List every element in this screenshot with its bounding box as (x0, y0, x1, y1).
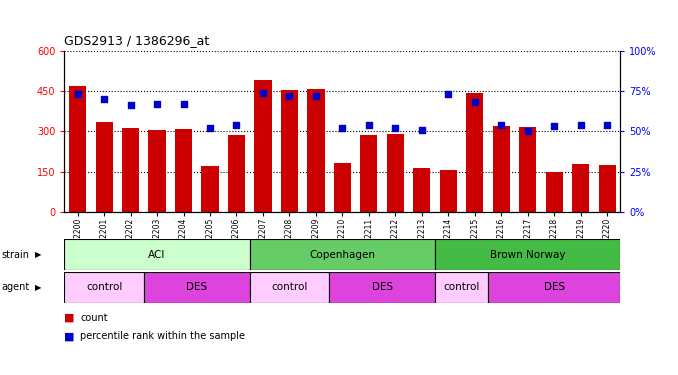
Text: ■: ■ (64, 332, 75, 341)
Point (152, 101, 163, 107)
Point (416, 127, 427, 133)
Bar (96, 122, 113, 212)
Text: Brown Norway: Brown Norway (490, 250, 565, 259)
Bar (488, 272, 620, 303)
Text: strain: strain (1, 250, 29, 259)
Point (99, 96, 110, 102)
Bar (228, 135, 245, 212)
Text: ACI: ACI (148, 250, 165, 259)
Text: control: control (271, 282, 308, 292)
Bar (329, 272, 435, 303)
Text: count: count (80, 313, 108, 322)
Point (337, 125, 348, 131)
Bar (201, 166, 218, 212)
Text: percentile rank within the sample: percentile rank within the sample (80, 332, 245, 341)
Text: ▶: ▶ (35, 250, 42, 259)
Text: DES: DES (186, 282, 207, 292)
Point (549, 123, 559, 129)
Point (73, 91, 83, 97)
Point (363, 122, 374, 128)
Bar (250, 272, 329, 303)
Bar (466, 93, 483, 212)
Text: DES: DES (372, 282, 393, 292)
Bar (64, 272, 144, 303)
Point (443, 91, 454, 97)
Bar (439, 170, 457, 212)
Bar (435, 239, 620, 270)
Point (575, 122, 586, 128)
Bar (281, 90, 298, 212)
Point (178, 101, 189, 107)
Point (496, 122, 506, 128)
Bar (250, 239, 435, 270)
Bar (493, 126, 510, 212)
Point (125, 102, 136, 108)
Point (231, 122, 242, 128)
Bar (546, 172, 563, 212)
Bar (64, 239, 250, 270)
Bar (175, 129, 192, 212)
Point (258, 90, 268, 96)
Bar (122, 128, 139, 212)
Bar (69, 86, 86, 212)
Text: ■: ■ (64, 313, 75, 322)
Bar (148, 130, 165, 212)
Text: DES: DES (544, 282, 565, 292)
Bar (386, 135, 404, 212)
Text: GDS2913 / 1386296_at: GDS2913 / 1386296_at (64, 34, 210, 47)
Bar (599, 165, 616, 212)
Bar (435, 272, 488, 303)
Point (311, 93, 321, 99)
Text: control: control (86, 282, 122, 292)
Point (469, 99, 480, 105)
Point (390, 125, 401, 131)
Text: Copenhagen: Copenhagen (309, 250, 376, 259)
Bar (254, 80, 272, 212)
Bar (572, 164, 589, 212)
Bar (413, 168, 431, 212)
Point (284, 93, 295, 99)
Bar (334, 163, 351, 212)
Point (205, 125, 216, 131)
Text: ▶: ▶ (35, 283, 42, 292)
Bar (144, 272, 250, 303)
Bar (519, 127, 536, 212)
Bar (307, 89, 325, 212)
Text: control: control (443, 282, 480, 292)
Bar (360, 135, 378, 212)
Point (601, 122, 612, 128)
Point (522, 128, 533, 134)
Text: agent: agent (1, 282, 30, 292)
